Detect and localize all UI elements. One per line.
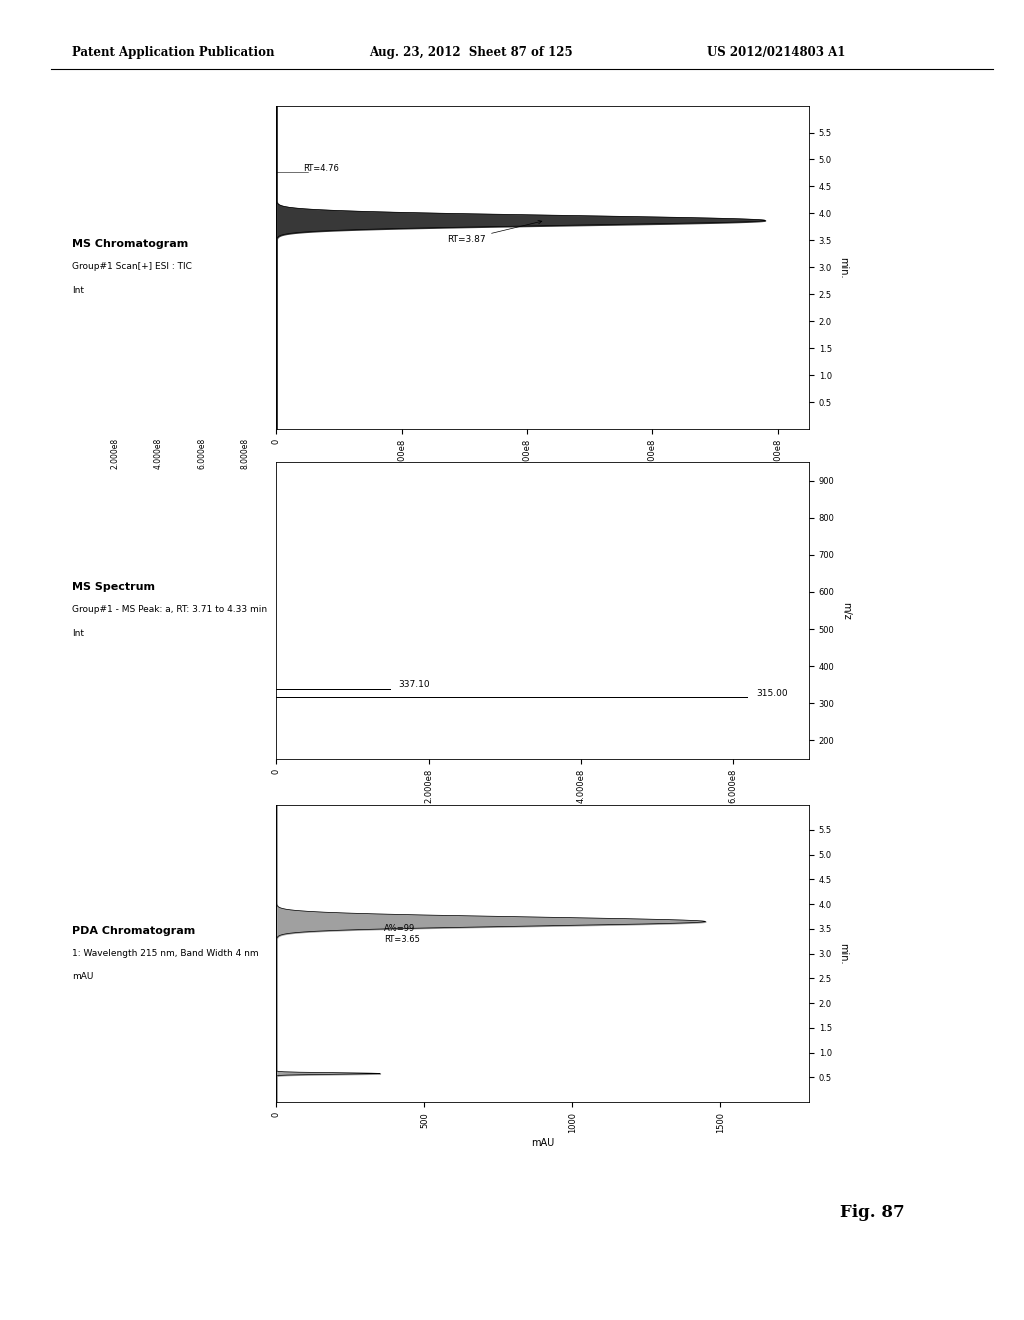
Text: 8.000e8: 8.000e8 xyxy=(241,438,250,470)
Text: Int: Int xyxy=(72,630,84,638)
X-axis label: Int: Int xyxy=(537,479,549,488)
Text: PDA Chromatogram: PDA Chromatogram xyxy=(72,925,195,936)
Text: 337.10: 337.10 xyxy=(398,680,430,689)
Text: MS Chromatogram: MS Chromatogram xyxy=(72,239,188,249)
Text: Aug. 23, 2012  Sheet 87 of 125: Aug. 23, 2012 Sheet 87 of 125 xyxy=(369,46,572,59)
Text: 6.000e8: 6.000e8 xyxy=(198,438,206,470)
Text: A%=99
RT=3.65: A%=99 RT=3.65 xyxy=(384,924,420,944)
X-axis label: Int: Int xyxy=(537,809,549,818)
Text: 2.000e8: 2.000e8 xyxy=(111,438,120,470)
Text: Group#1 - MS Peak: a, RT: 3.71 to 4.33 min: Group#1 - MS Peak: a, RT: 3.71 to 4.33 m… xyxy=(72,606,267,614)
Text: RT=4.76: RT=4.76 xyxy=(303,164,339,173)
Text: Patent Application Publication: Patent Application Publication xyxy=(72,46,274,59)
Y-axis label: min.: min. xyxy=(839,942,849,965)
Text: Int: Int xyxy=(72,286,84,294)
Bar xyxy=(276,689,390,690)
Text: 1: Wavelength 215 nm, Band Width 4 nm: 1: Wavelength 215 nm, Band Width 4 nm xyxy=(72,949,258,957)
Text: Fig. 87: Fig. 87 xyxy=(840,1204,904,1221)
Text: mAU: mAU xyxy=(72,973,93,981)
Text: 315.00: 315.00 xyxy=(756,689,787,697)
Y-axis label: min.: min. xyxy=(839,256,849,279)
Text: 4.000e8: 4.000e8 xyxy=(154,438,163,470)
Text: MS Spectrum: MS Spectrum xyxy=(72,582,155,593)
Text: RT=3.87: RT=3.87 xyxy=(447,220,542,244)
Text: US 2012/0214803 A1: US 2012/0214803 A1 xyxy=(707,46,845,59)
X-axis label: mAU: mAU xyxy=(531,1138,554,1148)
Text: Group#1 Scan[+] ESI : TIC: Group#1 Scan[+] ESI : TIC xyxy=(72,263,191,271)
Bar xyxy=(276,697,749,698)
Y-axis label: m/z: m/z xyxy=(842,602,851,619)
